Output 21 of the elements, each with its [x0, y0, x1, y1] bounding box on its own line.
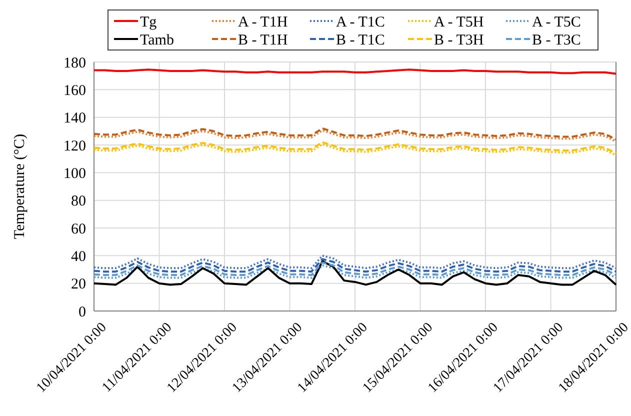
y-tick-label: 160	[64, 82, 86, 99]
y-tick-label: 40	[71, 248, 86, 265]
legend-label: B - T3C	[532, 32, 581, 48]
y-tick-label: 60	[71, 221, 86, 238]
legend-label: B - T1C	[336, 32, 385, 48]
y-tick-label: 140	[64, 110, 86, 127]
y-tick-label: 120	[64, 138, 86, 154]
y-tick-label: 80	[71, 194, 86, 210]
legend-label: Tg	[140, 14, 158, 30]
legend-label: A - T1H	[238, 14, 288, 30]
legend-label: A - T1C	[336, 14, 385, 30]
legend-label: A - T5H	[434, 14, 484, 30]
legend-label: Tamb	[140, 32, 174, 48]
y-tick-label: 0	[78, 304, 86, 320]
legend-label: A - T5C	[532, 14, 581, 30]
y-tick-label: 180	[64, 55, 86, 72]
y-tick-label: 20	[71, 276, 86, 293]
y-tick-label: 100	[64, 166, 86, 182]
y-axis-title: Temperature (°C)	[12, 134, 28, 240]
legend-label: B - T1H	[238, 32, 288, 48]
legend-label: B - T3H	[434, 32, 484, 48]
